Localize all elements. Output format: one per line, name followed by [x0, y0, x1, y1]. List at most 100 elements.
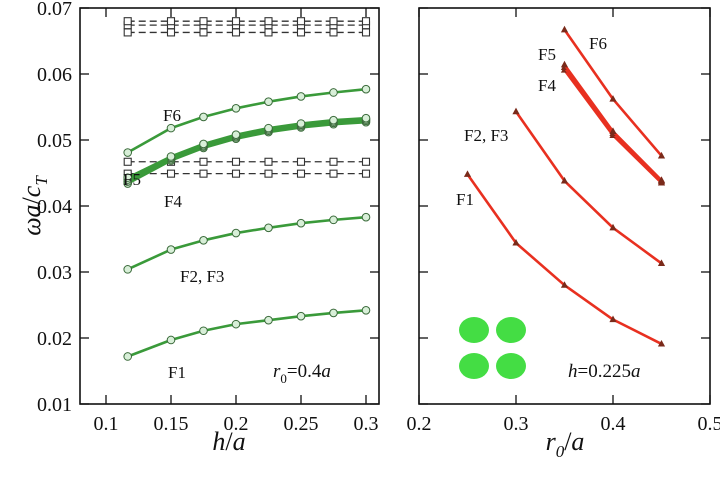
- left-series-marker: [166, 123, 176, 133]
- right-label-f1: F1: [456, 190, 474, 209]
- right-series-marker: [560, 176, 569, 184]
- left-series-marker: [361, 212, 371, 222]
- left-dashed-marker: [264, 28, 273, 37]
- left-dashed-marker: [264, 169, 273, 178]
- right-series-marker: [463, 170, 472, 177]
- left-series-marker: [264, 123, 273, 133]
- left-dashed-marker: [296, 169, 306, 178]
- left-dashed-marker: [199, 157, 208, 166]
- left-y-tick-label: 0.03: [37, 262, 72, 284]
- left-dashed-marker: [329, 169, 338, 178]
- right-series-marker: [609, 315, 617, 323]
- left-series-marker: [231, 228, 241, 238]
- left-dashed-marker: [329, 157, 338, 166]
- left-dashed-marker: [123, 157, 132, 166]
- right-series-marker: [657, 259, 666, 267]
- left-series-marker: [199, 236, 208, 245]
- left-label-f4: F4: [164, 192, 182, 211]
- left-dashed-marker: [361, 17, 371, 26]
- right-series-marker: [657, 339, 666, 347]
- left-dashed-marker: [361, 28, 371, 37]
- left-panel: 0.1 0.15 0.2 0.25 0.3 0.01 0.02 0.03 0.04 0.05 0.0…: [17, 0, 380, 456]
- right-series-marker: [560, 25, 569, 33]
- right-series: [463, 25, 666, 347]
- left-series-marker: [166, 152, 176, 161]
- left-y-tick-label: 0.02: [37, 328, 72, 350]
- right-param-label: h=0.225a: [568, 361, 640, 382]
- left-series-marker: [329, 308, 338, 318]
- left-plot-frame: [79, 7, 380, 405]
- left-series-marker: [231, 104, 241, 113]
- left-label-f6: F6: [163, 106, 181, 125]
- left-series-marker: [296, 218, 306, 228]
- left-series-marker: [166, 335, 176, 345]
- left-series-line: [127, 308, 367, 358]
- left-dashed-marker: [166, 28, 176, 37]
- left-series-marker: [166, 245, 176, 254]
- left-x-tick-label: 0.1: [94, 413, 119, 435]
- right-label-f5: F5: [538, 45, 556, 64]
- left-dashed-marker: [166, 17, 176, 26]
- left-series-marker: [264, 315, 273, 325]
- y-axis-title: ωa/cT: [17, 175, 51, 236]
- left-dashed-marker: [166, 169, 176, 178]
- left-series-marker: [329, 115, 338, 125]
- left-ticks: 0.1 0.15 0.2 0.25 0.3 0.01 0.02 0.03 0.04 0.05 0.0…: [37, 0, 379, 435]
- left-dashed-series: [123, 17, 371, 178]
- right-x-tick-label: 0.3: [504, 413, 529, 435]
- left-series-line: [127, 116, 367, 179]
- right-series-marker: [512, 238, 520, 246]
- left-dashed-marker: [264, 157, 273, 166]
- left-series-marker: [123, 148, 133, 157]
- left-label-f5: F5: [123, 170, 141, 189]
- left-dashed-marker: [123, 28, 132, 37]
- right-series-line: [466, 173, 663, 346]
- left-dashed-marker: [199, 169, 208, 178]
- left-dashed-marker: [296, 17, 306, 26]
- inset-cylinder-bottom-left: [459, 353, 489, 379]
- left-param-label: r0=0.4a: [273, 361, 331, 386]
- left-x-tick-label: 0.3: [354, 413, 379, 435]
- left-dashed-marker: [329, 17, 338, 26]
- left-x-tick-label: 0.25: [284, 413, 319, 435]
- right-series-marker: [609, 223, 617, 231]
- right-panel: 0.2 0.3 0.4 0.5 F6 F5 F4 F2, F3 F1 h=0.225a…: [407, 7, 720, 461]
- right-x-tick-label: 0.2: [407, 413, 432, 435]
- left-dashed-marker: [199, 28, 208, 37]
- left-y-tick-label: 0.06: [37, 64, 72, 86]
- left-series-marker: [123, 352, 133, 361]
- left-series-line: [127, 87, 367, 154]
- left-y-tick-label: 0.07: [37, 0, 72, 20]
- left-series-marker: [361, 113, 371, 123]
- left-series-marker: [123, 265, 133, 274]
- left-series-marker: [296, 311, 306, 321]
- left-x-tick-label: 0.2: [224, 413, 249, 435]
- left-series-marker: [264, 97, 273, 107]
- right-series-line: [514, 110, 663, 265]
- left-series-marker: [329, 215, 338, 225]
- left-series-marker: [296, 119, 306, 128]
- left-x-axis-title: h/a: [212, 427, 245, 456]
- right-series-marker: [657, 151, 666, 159]
- left-dashed-marker: [264, 17, 273, 26]
- inset-cylinder-bottom-right: [496, 353, 526, 379]
- right-series-marker: [609, 127, 617, 135]
- right-series-marker: [657, 176, 666, 183]
- right-x-axis-title: r0/a: [546, 427, 585, 461]
- left-x-tick-label: 0.15: [154, 413, 189, 435]
- left-label-f2-f3: F2, F3: [180, 267, 224, 286]
- right-series-marker: [512, 107, 520, 115]
- right-ticks: 0.2 0.3 0.4 0.5: [407, 7, 720, 435]
- left-y-tick-label: 0.01: [37, 394, 72, 416]
- right-x-tick-label: 0.5: [698, 413, 720, 435]
- left-series-marker: [361, 305, 371, 315]
- left-series-marker: [329, 88, 338, 97]
- right-series-marker: [609, 95, 617, 102]
- left-dashed-marker: [329, 28, 338, 37]
- left-series-marker: [231, 130, 241, 140]
- left-series-marker: [264, 223, 273, 233]
- left-dashed-marker: [231, 17, 241, 26]
- left-series-marker: [199, 112, 208, 122]
- left-dashed-marker: [199, 17, 208, 26]
- right-x-tick-label: 0.4: [601, 413, 626, 435]
